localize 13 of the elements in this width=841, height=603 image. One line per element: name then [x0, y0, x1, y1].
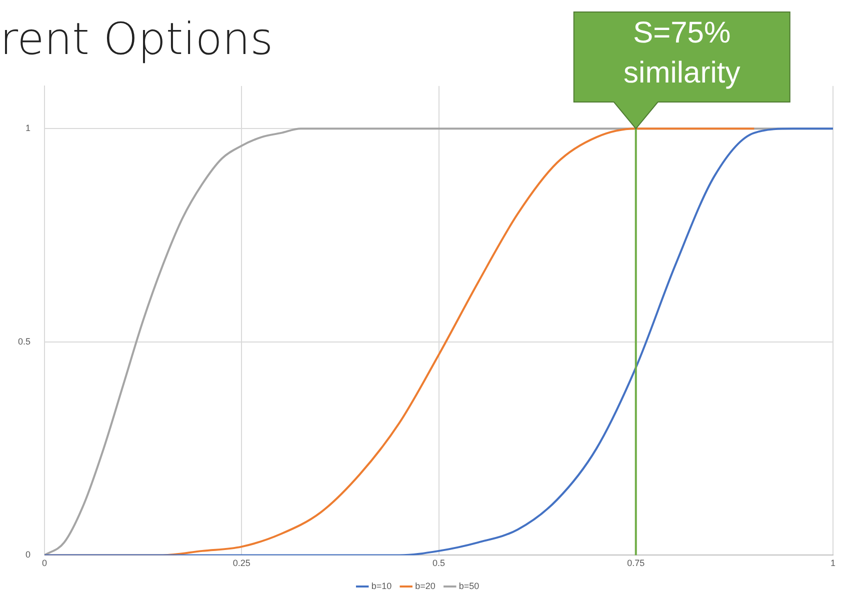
x-tick-label: 1 [830, 558, 836, 568]
y-tick-label: 0.5 [18, 336, 31, 346]
x-tick-label: 0 [42, 558, 48, 568]
legend-label: b=10 [371, 580, 392, 591]
legend-label: b=20 [415, 580, 436, 591]
x-tick-label: 0.25 [232, 558, 250, 568]
x-tick-label: 0.75 [627, 558, 645, 568]
y-tick-label: 0 [25, 550, 31, 560]
chart-title: rent Options [0, 14, 274, 65]
ref-line-label: S=75% similarity [624, 16, 740, 90]
y-tick-label: 1 [25, 123, 31, 134]
x-tick-label: 0.5 [432, 558, 446, 568]
legend-label: b=50 [458, 580, 480, 591]
